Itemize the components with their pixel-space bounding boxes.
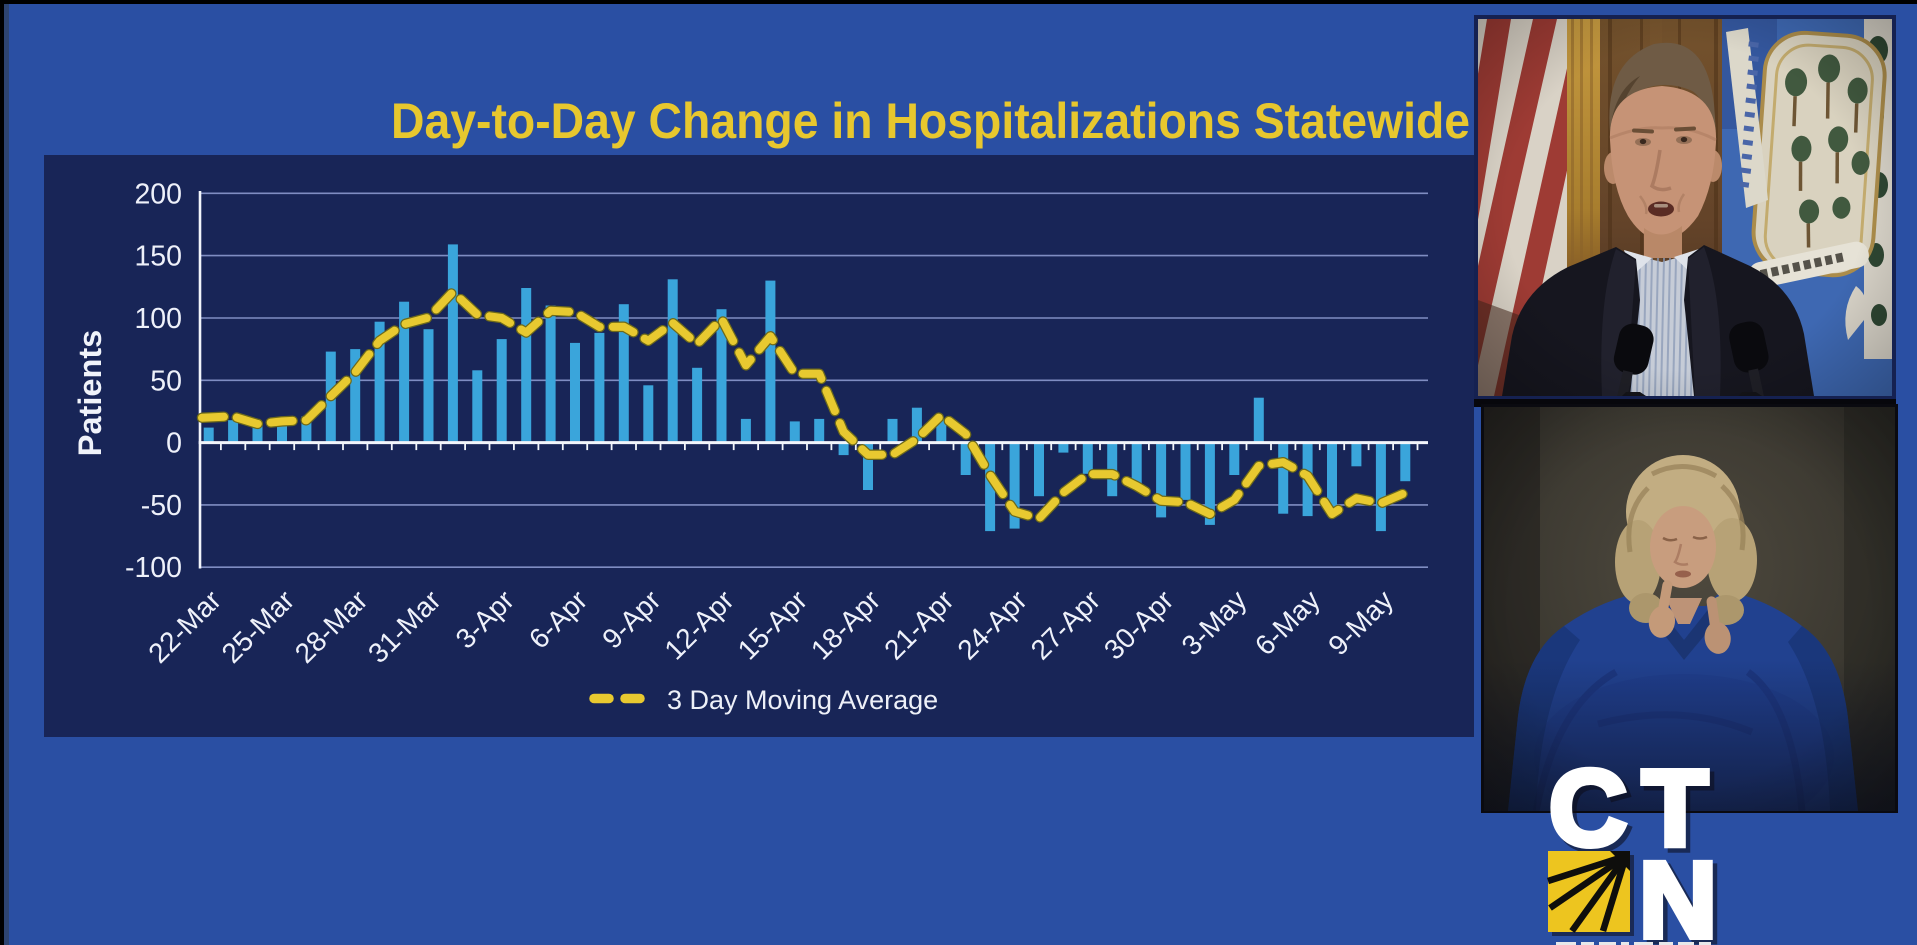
- svg-text:-50: -50: [141, 490, 182, 522]
- svg-text:N: N: [1643, 843, 1721, 945]
- svg-text:T: T: [1642, 747, 1708, 868]
- svg-text:100: 100: [134, 303, 182, 335]
- svg-text:Patients: Patients: [72, 330, 108, 456]
- svg-text:150: 150: [134, 241, 182, 273]
- svg-text:T: T: [1646, 751, 1712, 872]
- svg-text:-100: -100: [125, 552, 182, 584]
- svg-text:N: N: [1639, 839, 1717, 945]
- svg-text:200: 200: [134, 178, 182, 210]
- svg-text:3 Day Moving Average: 3 Day Moving Average: [667, 685, 938, 715]
- svg-text:0: 0: [166, 428, 182, 460]
- svg-text:C: C: [1549, 747, 1627, 868]
- svg-text:50: 50: [150, 365, 182, 397]
